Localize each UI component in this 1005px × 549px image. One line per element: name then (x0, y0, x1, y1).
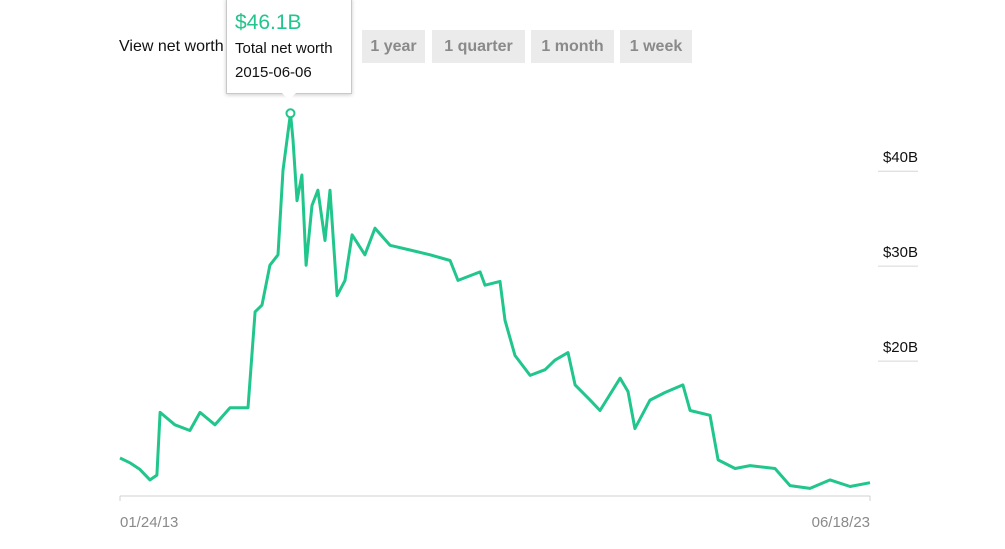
x-tick-label: 01/24/13 (120, 514, 178, 531)
range-button[interactable]: 1 quarter (432, 30, 525, 63)
tooltip-series: Total net worth (235, 40, 333, 57)
y-tick-label: $40B (883, 149, 918, 166)
range-button[interactable]: 1 month (531, 30, 614, 63)
hover-marker (285, 108, 296, 119)
tooltip-date: 2015-06-06 (235, 64, 312, 81)
range-button[interactable]: 1 week (620, 30, 692, 63)
tooltip-arrow (281, 92, 297, 100)
view-label: View net worth (119, 38, 224, 55)
range-button[interactable]: 1 year (362, 30, 425, 63)
y-tick-label: $30B (883, 244, 918, 261)
net-worth-line (119, 111, 871, 490)
tooltip-value: $46.1B (235, 11, 302, 34)
tooltip: $46.1B Total net worth 2015-06-06 (226, 0, 352, 100)
x-tick-label: 06/18/23 (812, 514, 870, 531)
y-tick-label: $20B (883, 339, 918, 356)
